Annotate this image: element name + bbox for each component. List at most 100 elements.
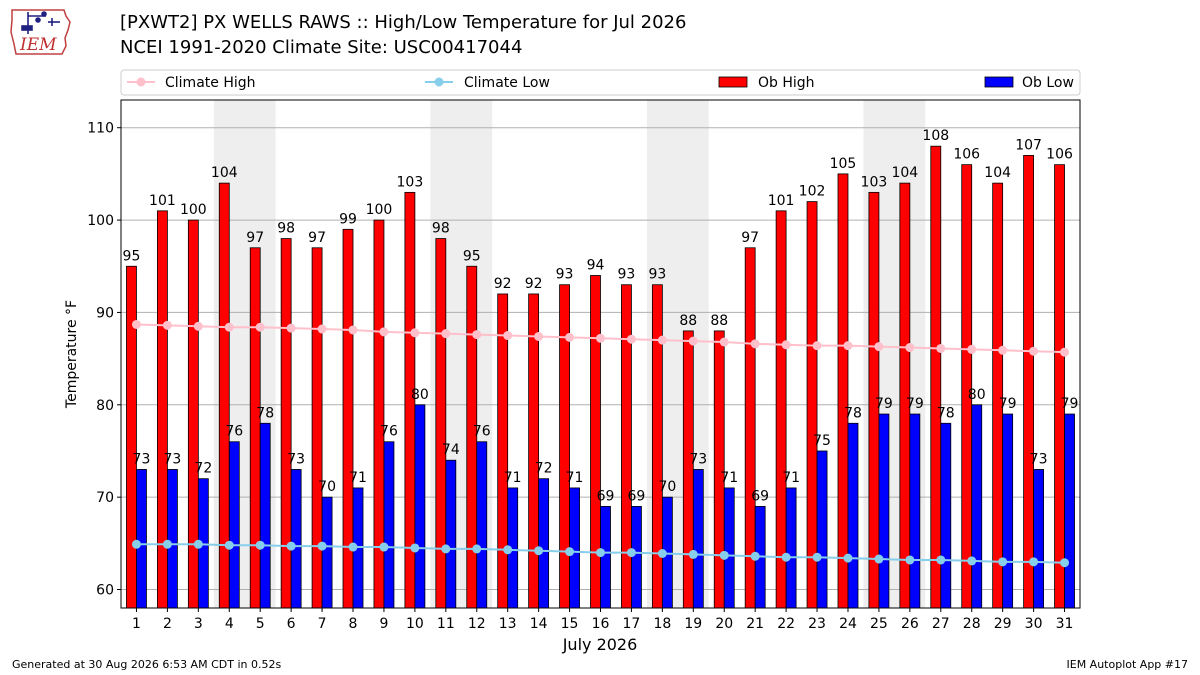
ob-low-label: 73 <box>287 451 305 467</box>
ob-high-label: 97 <box>246 230 264 246</box>
climate-high-point <box>162 320 172 330</box>
ob-high-label: 108 <box>922 128 949 144</box>
climate-high-point <box>565 332 575 342</box>
climate-high-point <box>843 341 853 351</box>
ob-high-label: 105 <box>830 156 857 172</box>
ob-low-label: 72 <box>194 461 212 477</box>
climate-low-point <box>626 548 636 558</box>
x-tick-label: 24 <box>839 616 857 632</box>
ob-low-label: 72 <box>535 461 553 477</box>
climate-low-point <box>131 539 141 549</box>
ob-high-label: 94 <box>587 257 605 273</box>
ob-high-bar <box>187 219 199 609</box>
climate-high-point <box>657 335 667 345</box>
climate-lines <box>131 319 1070 568</box>
ob-low-label: 76 <box>380 424 398 440</box>
legend-ob-low-swatch <box>984 76 1014 88</box>
ob-low-label: 73 <box>1030 451 1048 467</box>
ob-low-bar <box>414 404 426 609</box>
climate-high-point <box>719 337 729 347</box>
legend: Climate High Climate Low Ob High Ob Low <box>120 69 1081 96</box>
ob-low-label: 79 <box>875 396 893 412</box>
ob-low-bar <box>445 459 457 609</box>
x-tick-label: 4 <box>225 616 234 632</box>
climate-low-point <box>162 539 172 549</box>
ob-high-label: 107 <box>1015 137 1042 153</box>
ob-low-label: 71 <box>566 470 584 486</box>
x-tick-label: 22 <box>777 616 795 632</box>
climate-low-point <box>193 539 203 549</box>
climate-low-point <box>936 555 946 565</box>
climate-high-point <box>967 344 977 354</box>
legend-ob-low-label: Ob Low <box>1022 75 1074 91</box>
ob-high-bar <box>1023 155 1034 609</box>
x-axis-label: July 2026 <box>562 635 638 654</box>
ob-low-bar <box>847 422 859 609</box>
ob-low-bar <box>228 441 240 609</box>
ob-high-label: 99 <box>339 211 357 227</box>
climate-low-point <box>750 551 760 561</box>
ob-high-bar <box>837 173 849 609</box>
ob-low-bar <box>909 413 921 609</box>
ob-high-bar <box>651 284 663 609</box>
ob-high-label: 101 <box>149 193 176 209</box>
footer-app: IEM Autoplot App #17 <box>1066 658 1189 671</box>
climate-high-point <box>534 331 544 341</box>
ob-low-bar <box>940 422 952 609</box>
ob-low-label: 76 <box>473 424 491 440</box>
ob-low-label: 78 <box>937 405 955 421</box>
climate-low-point <box>224 540 234 550</box>
ob-low-label: 70 <box>658 479 676 495</box>
climate-high-point <box>998 345 1008 355</box>
ob-low-label: 71 <box>504 470 522 486</box>
x-tick-label: 5 <box>256 616 265 632</box>
y-tick-label: 100 <box>87 213 114 229</box>
climate-low-point <box>534 546 544 556</box>
ob-high-label: 104 <box>211 165 238 181</box>
ob-low-bar <box>259 422 271 609</box>
x-tick-label: 12 <box>468 616 486 632</box>
x-tick-label: 15 <box>561 616 579 632</box>
ob-high-label: 95 <box>463 248 481 264</box>
ob-high-bar <box>1054 164 1065 609</box>
ob-high-label: 101 <box>768 193 795 209</box>
ob-low-label: 69 <box>751 488 769 504</box>
bars <box>126 145 1075 609</box>
x-tick-label: 7 <box>318 616 327 632</box>
climate-low-point <box>565 547 575 557</box>
ob-low-label: 79 <box>906 396 924 412</box>
ob-high-label: 106 <box>1046 147 1073 163</box>
climate-low-point <box>348 542 358 552</box>
x-tick-label: 8 <box>349 616 358 632</box>
ob-high-bar <box>682 330 694 609</box>
climate-high-point <box>905 343 915 353</box>
climate-low-point <box>317 541 327 551</box>
ob-low-label: 73 <box>689 451 707 467</box>
ob-low-label: 75 <box>813 433 831 449</box>
x-tick-label: 19 <box>684 616 702 632</box>
footer-generated: Generated at 30 Aug 2026 6:53 AM CDT in … <box>12 658 282 671</box>
ob-low-label: 70 <box>318 479 336 495</box>
x-tick-label: 25 <box>870 616 888 632</box>
ob-high-label: 104 <box>891 165 918 181</box>
climate-high-point <box>1029 346 1039 356</box>
climate-high-point <box>503 331 513 341</box>
ob-low-label: 69 <box>597 488 615 504</box>
climate-low-point <box>719 550 729 560</box>
climate-low-point <box>441 544 451 554</box>
ob-low-label: 79 <box>1061 396 1079 412</box>
climate-high-point <box>441 329 451 339</box>
ob-high-label: 102 <box>799 184 826 200</box>
ob-low-label: 78 <box>844 405 862 421</box>
y-tick-label: 90 <box>96 305 114 321</box>
legend-climate-low-marker <box>434 77 444 87</box>
ob-high-label: 98 <box>432 221 450 237</box>
ob-low-bar <box>136 469 147 609</box>
ob-low-bar <box>167 469 178 609</box>
ob-high-bar <box>775 210 787 609</box>
y-tick-label: 110 <box>87 121 114 137</box>
climate-low-point <box>503 545 513 555</box>
ob-high-bar <box>280 238 292 609</box>
ob-low-label: 79 <box>999 396 1017 412</box>
